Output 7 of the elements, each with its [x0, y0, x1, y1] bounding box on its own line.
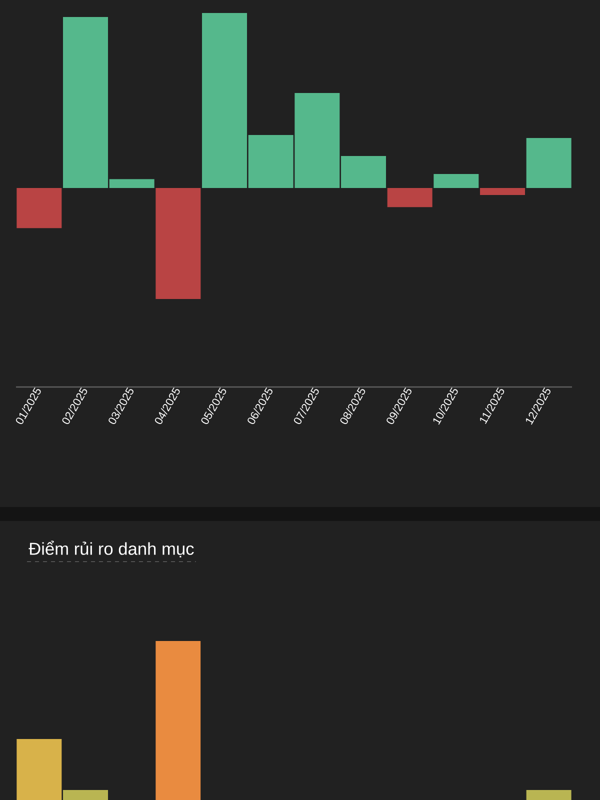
bar: [526, 138, 572, 188]
bar: [387, 188, 432, 208]
chart-title: Điểm rủi ro danh mục: [28, 540, 194, 558]
bar: [480, 188, 525, 195]
bar: [16, 188, 62, 228]
bar: [156, 188, 201, 299]
bar: [434, 174, 479, 188]
